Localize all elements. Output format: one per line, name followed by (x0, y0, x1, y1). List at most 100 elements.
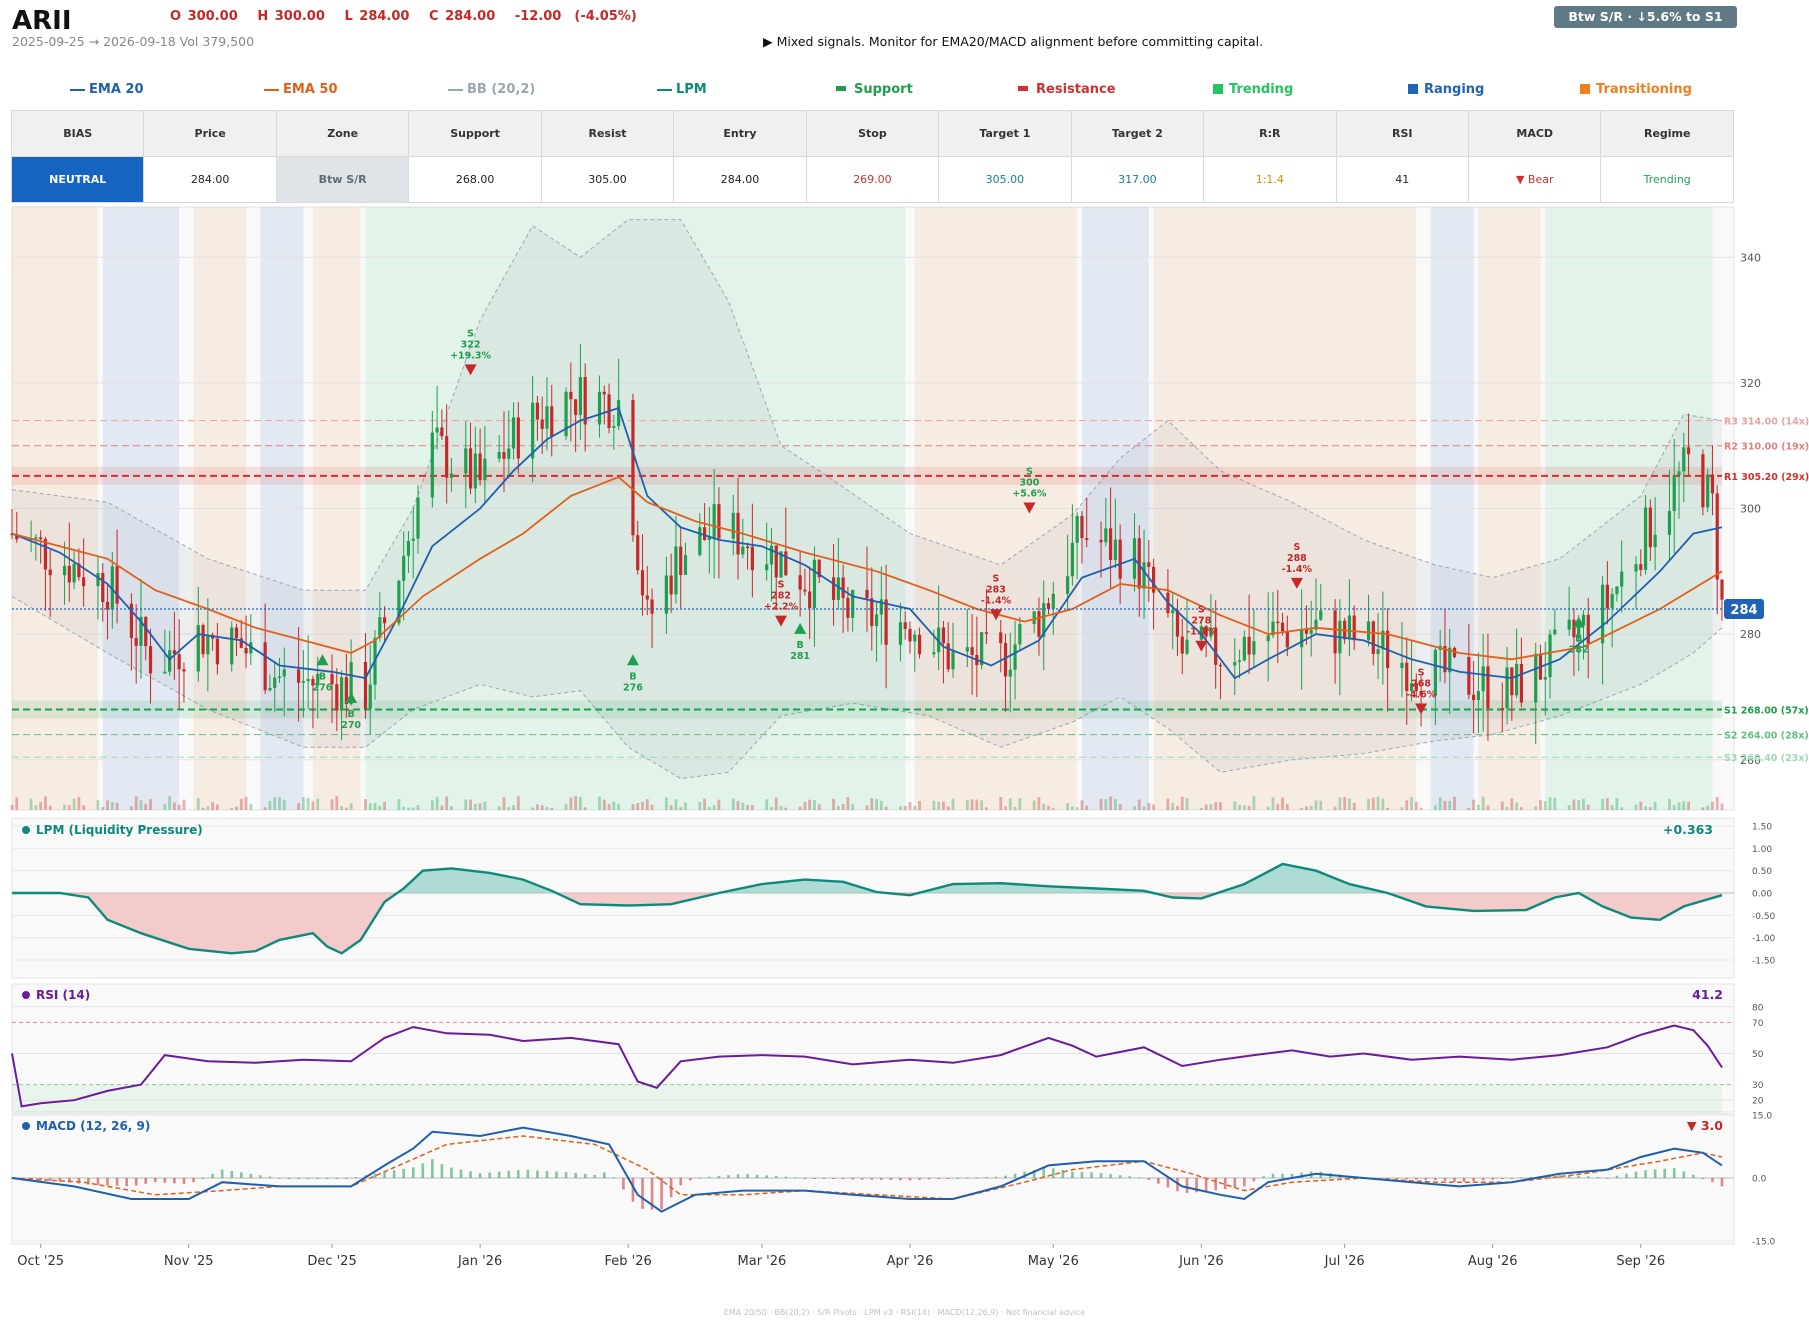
macd-histogram-bar (660, 1178, 663, 1210)
volume-bar (1047, 805, 1050, 810)
volume-bar (636, 803, 640, 810)
candle-body (339, 677, 344, 711)
candle-body (416, 497, 420, 539)
current-price-label: 284 (1730, 603, 1757, 618)
volume-bar (569, 797, 573, 810)
volume-bar (1309, 805, 1313, 810)
macd-histogram-bar (526, 1169, 530, 1178)
volume-bar (1453, 796, 1456, 810)
volume-bar (149, 799, 152, 810)
x-axis-label: Apr '26 (887, 1254, 934, 1269)
macd-histogram-bar (354, 1177, 358, 1179)
volume-bar (579, 797, 582, 810)
candle-body (1548, 634, 1552, 678)
candle-body (511, 417, 516, 449)
volume-bar (1238, 804, 1241, 810)
macd-histogram-bar (1252, 1178, 1256, 1182)
table-value-bias: NEUTRAL (10, 156, 145, 203)
volume-bar (1668, 798, 1671, 810)
macd-histogram-bar (774, 1176, 778, 1178)
rsi-tick-label: 70 (1752, 1019, 1764, 1029)
candle-body (1572, 619, 1576, 638)
candle-body (349, 661, 353, 705)
candle-body (1686, 447, 1691, 455)
volume-bar (1620, 807, 1624, 810)
candle-body (301, 681, 305, 683)
macd-histogram-bar (1080, 1171, 1084, 1178)
lpm-title: LPM (Liquidity Pressure) (36, 823, 203, 837)
macd-histogram-bar (1195, 1178, 1198, 1193)
candle-body (1046, 603, 1051, 609)
candle-body (273, 677, 277, 688)
volume-bar (215, 804, 219, 810)
volume-bar (44, 796, 47, 810)
volume-bar (1037, 797, 1041, 810)
candle-body (507, 448, 511, 459)
macd-histogram-bar (325, 1178, 329, 1179)
candle-body (1309, 629, 1313, 634)
stats-table: BIAS Price Zone Support Resist Entry Stop Targe… (10, 110, 1734, 203)
candle-body (1414, 683, 1418, 692)
volume-bar (946, 806, 950, 810)
x-axis-label: Aug '26 (1468, 1254, 1518, 1269)
macd-histogram-bar (440, 1164, 444, 1178)
legend-swatch (1580, 84, 1590, 94)
candle-body (382, 617, 387, 624)
volume-bar (1352, 802, 1356, 810)
rsi-title: RSI (14) (36, 988, 90, 1002)
macd-histogram-bar (564, 1172, 568, 1178)
volume-bar (536, 804, 539, 810)
volume-bar (703, 798, 706, 810)
legend-item-transitioning: Transitioning (1580, 82, 1692, 97)
volume-bar (1687, 801, 1690, 810)
volume-bar (1314, 800, 1318, 810)
macd-histogram-bar (1405, 1178, 1409, 1180)
current-price-tag (1724, 599, 1764, 619)
volume-bar (1233, 801, 1237, 810)
candle-body (67, 565, 71, 583)
macd-histogram-bar (335, 1178, 339, 1179)
volume-bar (650, 804, 654, 810)
candle-body (330, 674, 334, 685)
volume-bar (784, 807, 788, 810)
table-header-target-1: Target 1 (938, 110, 1072, 157)
macd-histogram-bar (450, 1167, 453, 1178)
macd-histogram-bar (1176, 1178, 1179, 1192)
candle-body (712, 504, 716, 538)
candle-body (435, 427, 439, 433)
candle-body (134, 638, 138, 646)
candle-body (1147, 562, 1151, 567)
macd-tick-label: 15.0 (1752, 1112, 1772, 1122)
macd-histogram-bar (411, 1167, 415, 1178)
candle-body (1615, 586, 1619, 595)
macd-histogram-bar (1586, 1176, 1590, 1178)
candle-body (1051, 593, 1055, 609)
volume-bar (645, 799, 649, 810)
volume-bar (999, 796, 1003, 810)
volume-bar (817, 804, 821, 810)
candle-body (741, 546, 745, 555)
candle-body (1472, 694, 1476, 701)
candle-body (1605, 584, 1609, 609)
macd-histogram-bar (211, 1173, 214, 1178)
volume-bar (1066, 803, 1070, 810)
candle-body (1304, 628, 1309, 634)
candle-body (736, 512, 740, 555)
lpm-tick-label: -1.00 (1752, 934, 1776, 944)
volume-bar (340, 805, 343, 810)
volume-bar (1639, 801, 1643, 810)
candle-body (874, 614, 879, 627)
legend-item-ema-50: EMA 50 (264, 82, 338, 97)
legend-label: EMA 50 (283, 82, 338, 97)
table-value-r-r: 1:1.4 (1203, 156, 1337, 203)
volume-bar (230, 807, 234, 810)
candle-body (244, 647, 248, 654)
volume-bar (846, 796, 850, 810)
volume-bar (1634, 804, 1638, 810)
volume-bar (1677, 802, 1681, 810)
volume-bar (1242, 805, 1246, 810)
volume-bar (1013, 806, 1017, 810)
macd-histogram-bar (832, 1178, 835, 1179)
candle-body (449, 473, 454, 478)
volume-bar (177, 804, 181, 810)
